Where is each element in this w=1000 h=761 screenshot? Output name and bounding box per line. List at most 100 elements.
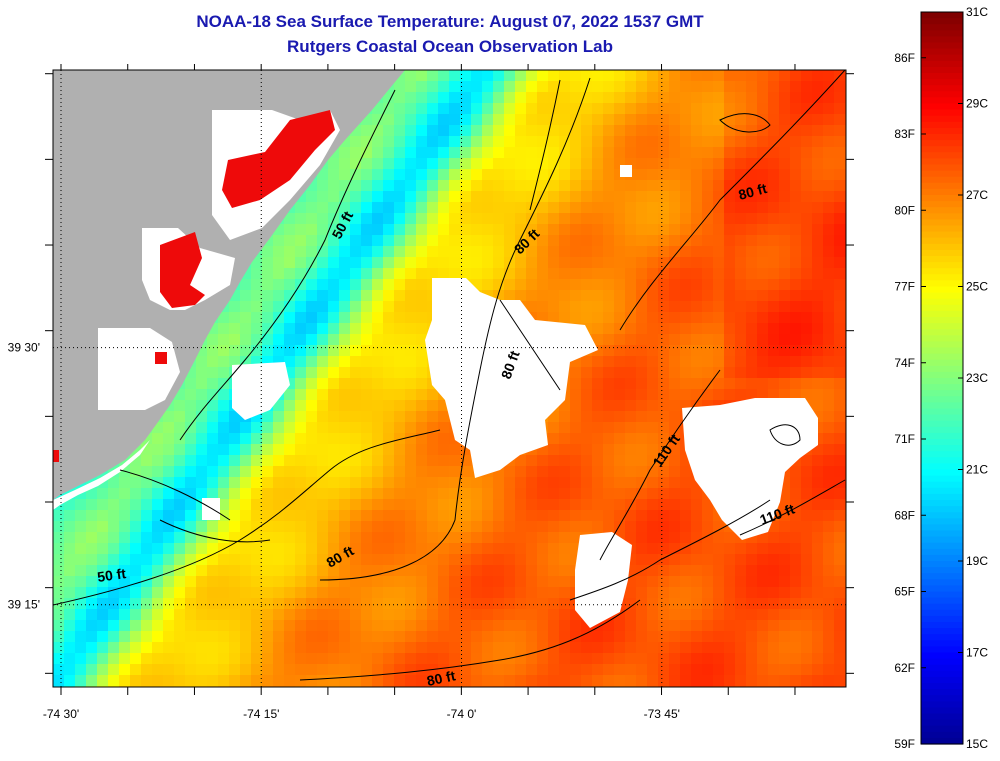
sst-cell [625, 455, 637, 467]
sst-cell [581, 466, 593, 478]
sst-cell [515, 532, 527, 544]
sst-cell [383, 664, 395, 676]
sst-cell [328, 609, 340, 621]
sst-cell [768, 279, 780, 291]
sst-cell [570, 400, 582, 412]
sst-cell [658, 224, 670, 236]
sst-cell [306, 554, 318, 566]
sst-cell [614, 378, 626, 390]
sst-cell [405, 675, 417, 687]
sst-cell [372, 345, 384, 357]
sst-cell [306, 290, 318, 302]
sst-cell [647, 631, 659, 643]
cloud-speck [620, 165, 632, 177]
sst-cell [163, 466, 175, 478]
sst-cell [658, 158, 670, 170]
sst-cell [251, 554, 263, 566]
sst-cell [493, 191, 505, 203]
sst-cell [141, 455, 153, 467]
sst-cell [823, 92, 835, 104]
sst-cell [834, 576, 846, 588]
sst-cell [834, 147, 846, 159]
sst-cell [372, 191, 384, 203]
sst-cell [427, 510, 439, 522]
sst-cell [416, 642, 428, 654]
sst-cell [394, 334, 406, 346]
sst-cell [416, 125, 428, 137]
sst-cell [372, 521, 384, 533]
sst-cell [581, 213, 593, 225]
sst-cell [834, 92, 846, 104]
sst-cell [471, 675, 483, 687]
sst-cell [427, 191, 439, 203]
sst-cell [229, 345, 241, 357]
sst-cell [801, 323, 813, 335]
sst-cell [801, 543, 813, 555]
sst-cell [537, 675, 549, 687]
sst-cell [504, 268, 516, 280]
sst-cell [823, 389, 835, 401]
sst-cell [75, 510, 87, 522]
sst-cell [801, 92, 813, 104]
sst-cell [823, 455, 835, 467]
sst-cell [317, 565, 329, 577]
sst-cell [284, 620, 296, 632]
contour-80ft-line [319, 77, 591, 581]
sst-cell [790, 532, 802, 544]
sst-cell [790, 202, 802, 214]
sst-cell [680, 301, 692, 313]
sst-cell [559, 565, 571, 577]
sst-cell [273, 664, 285, 676]
sst-cell [790, 510, 802, 522]
sst-cell [64, 587, 76, 599]
sst-cell [372, 224, 384, 236]
sst-cell [328, 257, 340, 269]
sst-cell [669, 202, 681, 214]
sst-cell [295, 422, 307, 434]
sst-cell [845, 488, 846, 500]
sst-cell [570, 312, 582, 324]
sst-cell [746, 620, 758, 632]
sst-cell [790, 477, 802, 489]
sst-cell [460, 642, 472, 654]
sst-cell [625, 675, 637, 687]
sst-cell [614, 301, 626, 313]
sst-cell [812, 279, 824, 291]
sst-cell [702, 312, 714, 324]
sst-cell [614, 268, 626, 280]
sst-cell [548, 202, 560, 214]
sst-cell [537, 103, 549, 115]
sst-cell [713, 631, 725, 643]
sst-cell [570, 609, 582, 621]
sst-cell [768, 532, 780, 544]
sst-cell [262, 323, 274, 335]
sst-cell [603, 477, 615, 489]
colorbar-band [921, 249, 963, 257]
sst-cell [790, 125, 802, 137]
sst-cell [471, 510, 483, 522]
sst-cell [636, 543, 648, 555]
sst-cell [493, 103, 505, 115]
sst-cell [64, 532, 76, 544]
colorbar-band [921, 60, 963, 68]
sst-cell [669, 576, 681, 588]
sst-cell [812, 609, 824, 621]
sst-cell [658, 521, 670, 533]
sst-cell [383, 213, 395, 225]
sst-cell [746, 598, 758, 610]
sst-cell [405, 103, 417, 115]
sst-cell [548, 158, 560, 170]
sst-cell [493, 664, 505, 676]
sst-cell [328, 686, 340, 687]
sst-cell [834, 686, 846, 687]
contour-misc [569, 499, 771, 601]
sst-cell [361, 312, 373, 324]
sst-cell [427, 675, 439, 687]
sst-cell [240, 686, 252, 687]
sst-cell [548, 422, 560, 434]
sst-cell [372, 334, 384, 346]
sst-cell [823, 488, 835, 500]
sst-cell [262, 543, 274, 555]
sst-cell [702, 543, 714, 555]
sst-cell [438, 664, 450, 676]
